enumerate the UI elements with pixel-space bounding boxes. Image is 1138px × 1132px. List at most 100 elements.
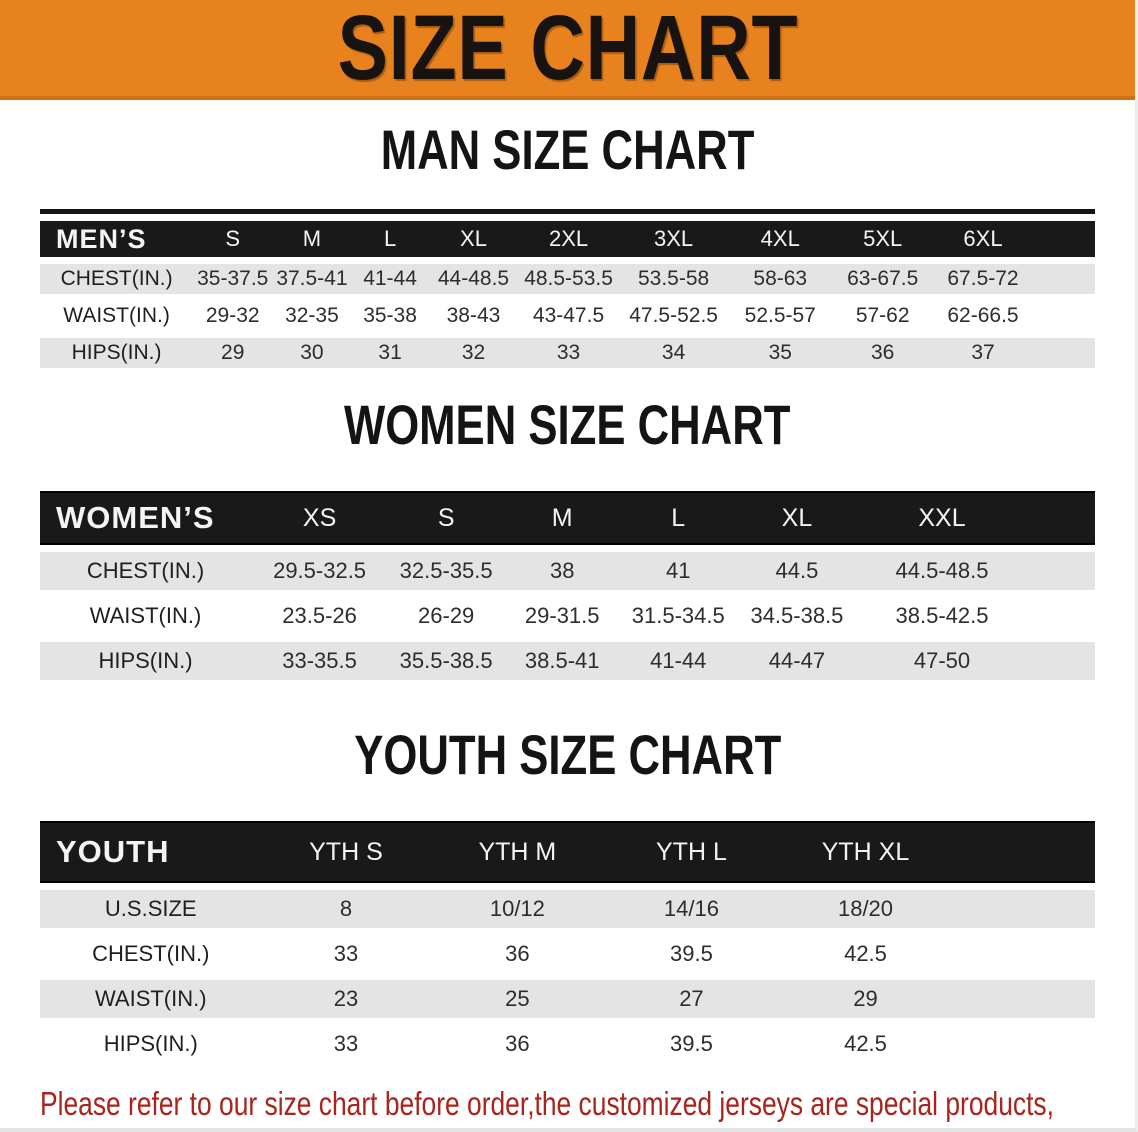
size-header-cell: XXL xyxy=(857,491,1027,545)
measurement-value-cell: 36 xyxy=(430,1025,605,1063)
table-title-cell: WOMEN’S xyxy=(40,491,251,545)
measurement-row: WAIST(IN.) 23 25 27 29 xyxy=(40,980,1095,1018)
size-header-cell: 2XL xyxy=(518,221,619,257)
table-title-cell: YOUTH xyxy=(40,821,262,883)
measurement-value-cell: 32 xyxy=(428,338,519,368)
measurement-value-cell: 34 xyxy=(618,338,729,368)
measurement-row: CHEST(IN.) 33 36 39.5 42.5 xyxy=(40,935,1095,973)
measurement-value-cell: 25 xyxy=(430,980,605,1018)
size-header-cell: S xyxy=(193,221,273,257)
measurement-row: WAIST(IN.) 23.5-26 26-29 29-31.5 31.5-34.5 34… xyxy=(40,597,1095,635)
men-table-wrap: MEN’S S M L XL 2XL 3XL 4XL 5XL 6XL CHEST(IN.) 35-37… xyxy=(0,209,1135,375)
order-policy-note: Please refer to our size chart before or… xyxy=(0,1080,1135,1132)
measurement-value-cell: 33 xyxy=(261,935,431,973)
table-header-row: MEN’S S M L XL 2XL 3XL 4XL 5XL 6XL xyxy=(40,221,1095,257)
row-filler-cell xyxy=(1026,552,1095,590)
measurement-value-cell: 63-67.5 xyxy=(832,264,934,294)
size-header-cell: 3XL xyxy=(618,221,729,257)
measurement-label-cell: U.S.SIZE xyxy=(40,890,262,928)
men-section-heading-text: MAN SIZE CHART xyxy=(380,118,755,181)
table-title-cell: MEN’S xyxy=(40,221,194,257)
measurement-value-cell: 31 xyxy=(351,338,429,368)
measurement-value-cell: 42.5 xyxy=(778,1025,953,1063)
measurement-value-cell: 38.5-42.5 xyxy=(857,597,1027,635)
measurement-value-cell: 35-37.5 xyxy=(193,264,273,294)
measurement-value-cell: 38 xyxy=(504,552,621,590)
youth-size-table: YOUTH YTH S YTH M YTH L YTH XL U.S.SIZE 8 10/12… xyxy=(40,814,1095,1070)
measurement-value-cell: 10/12 xyxy=(430,890,605,928)
measurement-label-cell: HIPS(IN.) xyxy=(40,642,251,680)
measurement-value-cell: 41-44 xyxy=(351,264,429,294)
measurement-row: CHEST(IN.) 29.5-32.5 32.5-35.5 38 41 44.5 44.5… xyxy=(40,552,1095,590)
measurement-value-cell: 29-31.5 xyxy=(504,597,621,635)
size-header-cell: XL xyxy=(736,491,858,545)
measurement-value-cell: 23 xyxy=(261,980,431,1018)
measurement-row: HIPS(IN.) 33 36 39.5 42.5 xyxy=(40,1025,1095,1063)
measurement-value-cell: 34.5-38.5 xyxy=(736,597,858,635)
measurement-value-cell: 38.5-41 xyxy=(504,642,621,680)
measurement-value-cell: 44.5 xyxy=(736,552,858,590)
measurement-value-cell: 44.5-48.5 xyxy=(857,552,1027,590)
size-header-cell: XS xyxy=(251,491,389,545)
measurement-value-cell: 44-47 xyxy=(736,642,858,680)
measurement-value-cell: 35 xyxy=(728,338,832,368)
measurement-row: U.S.SIZE 8 10/12 14/16 18/20 xyxy=(40,890,1095,928)
youth-table-wrap: YOUTH YTH S YTH M YTH L YTH XL U.S.SIZE 8 10/12… xyxy=(0,814,1135,1070)
measurement-value-cell: 38-43 xyxy=(428,301,519,331)
size-header-cell: M xyxy=(272,221,352,257)
women-table-wrap: WOMEN’S XS S M L XL XXL CHEST(IN.) 29.5-32.5 32.5… xyxy=(0,484,1135,687)
measurement-value-cell: 42.5 xyxy=(778,935,953,973)
measurement-value-cell: 36 xyxy=(430,935,605,973)
measurement-value-cell: 29 xyxy=(778,980,953,1018)
measurement-value-cell: 43-47.5 xyxy=(518,301,619,331)
size-header-cell: 4XL xyxy=(728,221,832,257)
row-filler-cell xyxy=(952,980,1095,1018)
row-filler-cell xyxy=(1026,597,1095,635)
men-section-heading: MAN SIZE CHART xyxy=(0,122,1135,193)
row-filler-cell xyxy=(1032,338,1095,368)
measurement-value-cell: 41-44 xyxy=(620,642,737,680)
header-filler-cell xyxy=(952,821,1095,883)
measurement-row: HIPS(IN.) 29 30 31 32 33 34 35 36 37 xyxy=(40,338,1095,368)
row-filler-cell xyxy=(1032,301,1095,331)
measurement-value-cell: 33 xyxy=(518,338,619,368)
measurement-value-cell: 8 xyxy=(261,890,431,928)
size-header-cell: S xyxy=(388,491,505,545)
measurement-value-cell: 39.5 xyxy=(604,1025,779,1063)
measurement-label-cell: CHEST(IN.) xyxy=(40,264,194,294)
women-section-heading-text: WOMEN SIZE CHART xyxy=(344,393,791,456)
womens-size-table: WOMEN’S XS S M L XL XXL CHEST(IN.) 29.5-32.5 32.5… xyxy=(40,484,1095,687)
measurement-value-cell: 36 xyxy=(832,338,934,368)
measurement-value-cell: 32-35 xyxy=(272,301,352,331)
youth-section-heading: YOUTH SIZE CHART xyxy=(0,727,1135,798)
measurement-value-cell: 37.5-41 xyxy=(272,264,352,294)
measurement-value-cell: 37 xyxy=(933,338,1033,368)
women-section-heading: WOMEN SIZE CHART xyxy=(0,397,1135,468)
measurement-label-cell: HIPS(IN.) xyxy=(40,338,194,368)
measurement-value-cell: 53.5-58 xyxy=(618,264,729,294)
measurement-value-cell: 52.5-57 xyxy=(728,301,832,331)
measurement-value-cell: 29-32 xyxy=(193,301,273,331)
measurement-value-cell: 14/16 xyxy=(604,890,779,928)
measurement-label-cell: HIPS(IN.) xyxy=(40,1025,262,1063)
measurement-value-cell: 41 xyxy=(620,552,737,590)
header-filler-cell xyxy=(1026,491,1095,545)
measurement-value-cell: 35.5-38.5 xyxy=(388,642,505,680)
measurement-row: WAIST(IN.) 29-32 32-35 35-38 38-43 43-47.5 47.… xyxy=(40,301,1095,331)
measurement-label-cell: CHEST(IN.) xyxy=(40,935,262,973)
measurement-label-cell: WAIST(IN.) xyxy=(40,597,251,635)
mens-size-table: MEN’S S M L XL 2XL 3XL 4XL 5XL 6XL CHEST(IN.) 35-37… xyxy=(40,209,1095,375)
row-filler-cell xyxy=(952,890,1095,928)
measurement-row: HIPS(IN.) 33-35.5 35.5-38.5 38.5-41 41-44 44-… xyxy=(40,642,1095,680)
row-filler-cell xyxy=(952,935,1095,973)
measurement-value-cell: 47-50 xyxy=(857,642,1027,680)
size-header-cell: XL xyxy=(428,221,519,257)
table-header-row: WOMEN’S XS S M L XL XXL xyxy=(40,491,1095,545)
measurement-value-cell: 47.5-52.5 xyxy=(618,301,729,331)
row-filler-cell xyxy=(952,1025,1095,1063)
size-header-cell: L xyxy=(620,491,737,545)
order-policy-line-1: Please refer to our size chart before or… xyxy=(40,1085,1054,1122)
size-header-cell: YTH M xyxy=(430,821,605,883)
measurement-value-cell: 44-48.5 xyxy=(428,264,519,294)
measurement-value-cell: 35-38 xyxy=(351,301,429,331)
